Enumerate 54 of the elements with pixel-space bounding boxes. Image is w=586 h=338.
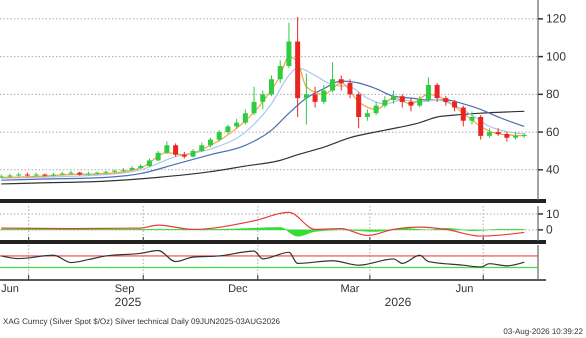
candlestick xyxy=(504,132,510,142)
y-tick-label: 0 xyxy=(546,222,553,237)
candlestick xyxy=(278,60,283,84)
text: 03-Aug-2026 10:39:22 xyxy=(503,327,584,336)
candlestick xyxy=(338,74,344,92)
x-tick-label: Sep xyxy=(114,283,134,295)
candlestick xyxy=(156,150,161,162)
y-tick-label: 80 xyxy=(546,87,560,102)
x-tick-label: Jun xyxy=(1,283,19,295)
y-tick-label: 120 xyxy=(546,12,566,26)
candlestick xyxy=(199,142,204,152)
candlestick xyxy=(234,118,240,129)
candlestick xyxy=(347,78,352,99)
y-tick-label: 100 xyxy=(546,49,566,64)
candlestick xyxy=(374,101,379,116)
text: 2025 xyxy=(114,295,142,309)
candlestick xyxy=(304,73,309,126)
text: 2026 xyxy=(384,295,412,309)
line-series xyxy=(0,110,525,185)
candlestick xyxy=(426,76,431,102)
candlestick xyxy=(173,142,178,158)
candlestick xyxy=(400,94,405,108)
x-tick-label: Mar xyxy=(340,283,360,295)
candlestick xyxy=(460,105,466,127)
candlestick xyxy=(382,96,388,108)
candlestick xyxy=(164,141,170,154)
candlestick xyxy=(356,92,362,129)
candlestick xyxy=(321,84,326,104)
candlestick xyxy=(452,100,458,112)
candlestick xyxy=(469,110,474,126)
y-tick-label: 40 xyxy=(546,162,560,177)
text: XAG Curncy (Silver Spot $/Oz) Silver technical Daily 09JUN2025-03AUG2026 xyxy=(3,317,281,326)
candlestick xyxy=(408,98,414,112)
x-tick-label: Jun xyxy=(456,283,474,295)
candlestick xyxy=(225,124,230,134)
candlestick xyxy=(252,86,257,116)
candlestick xyxy=(312,86,318,108)
candlestick xyxy=(443,96,448,106)
y-tick-label: 10 xyxy=(546,206,560,221)
candlestick xyxy=(434,82,440,102)
candlestick xyxy=(391,90,396,104)
candlestick xyxy=(268,74,274,97)
line-series xyxy=(0,212,525,237)
candlestick xyxy=(216,130,222,142)
candlestick xyxy=(478,114,484,140)
candlestick xyxy=(242,108,248,126)
x-tick-label: Dec xyxy=(228,283,248,295)
candlestick xyxy=(330,62,336,93)
candlestick xyxy=(208,137,213,148)
y-tick-label: 60 xyxy=(546,124,560,139)
candlestick xyxy=(260,90,266,110)
candlestick xyxy=(364,108,370,122)
candlestick xyxy=(417,96,422,108)
candlestick xyxy=(486,128,492,138)
